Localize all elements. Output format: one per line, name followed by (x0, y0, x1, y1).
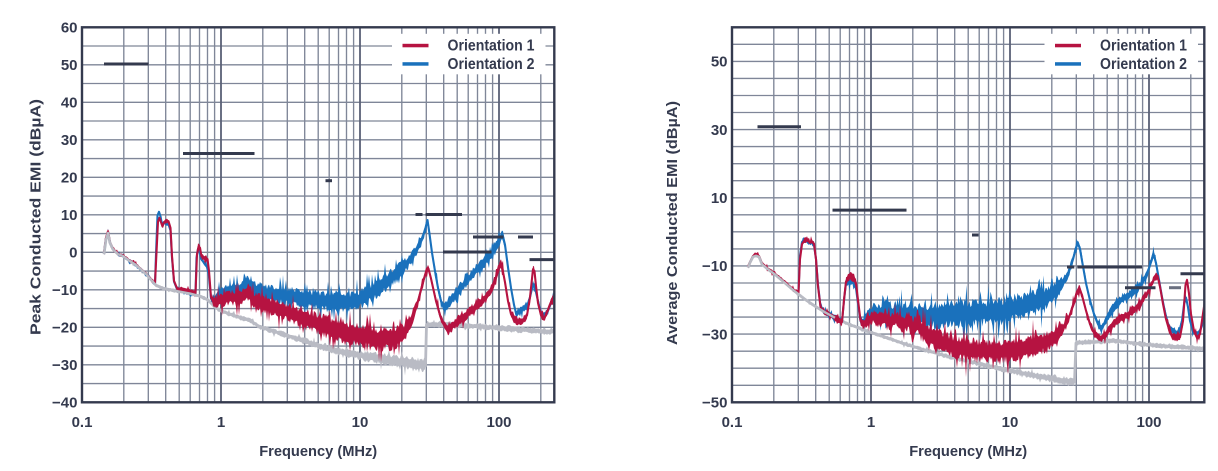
svg-text:Orientation 2: Orientation 2 (1100, 56, 1187, 73)
svg-text:30: 30 (711, 122, 728, 139)
svg-text:50: 50 (711, 54, 728, 71)
svg-text:20: 20 (61, 170, 78, 187)
svg-text:100: 100 (486, 414, 511, 431)
svg-text:0.1: 0.1 (722, 414, 743, 431)
svg-text:−30: −30 (702, 326, 727, 343)
svg-text:Average Conducted EMI (dBµA): Average Conducted EMI (dBµA) (664, 101, 681, 345)
svg-text:40: 40 (61, 95, 78, 112)
svg-text:10: 10 (352, 414, 369, 431)
svg-text:0: 0 (69, 245, 77, 262)
svg-text:50: 50 (61, 57, 78, 74)
svg-text:Orientation 1: Orientation 1 (448, 38, 535, 55)
svg-text:−50: −50 (702, 395, 727, 412)
svg-text:−40: −40 (52, 395, 77, 412)
svg-text:Orientation 2: Orientation 2 (448, 56, 535, 73)
svg-text:10: 10 (711, 190, 728, 207)
svg-text:1: 1 (867, 414, 875, 431)
svg-text:Orientation 1: Orientation 1 (1100, 38, 1187, 55)
svg-text:60: 60 (61, 20, 78, 37)
svg-text:10: 10 (1002, 414, 1019, 431)
svg-text:−10: −10 (702, 258, 727, 275)
svg-text:1: 1 (217, 414, 225, 431)
svg-text:−10: −10 (52, 282, 77, 299)
svg-text:10: 10 (61, 207, 78, 224)
svg-text:−30: −30 (52, 357, 77, 374)
svg-text:100: 100 (1136, 414, 1161, 431)
svg-text:Peak Conducted EMI (dBµA): Peak Conducted EMI (dBµA) (28, 99, 45, 335)
svg-text:0.1: 0.1 (72, 414, 93, 431)
svg-text:30: 30 (61, 132, 78, 149)
svg-text:Frequency (MHz): Frequency (MHz) (909, 443, 1027, 460)
svg-text:Frequency (MHz): Frequency (MHz) (259, 443, 377, 460)
svg-text:−20: −20 (52, 320, 77, 337)
